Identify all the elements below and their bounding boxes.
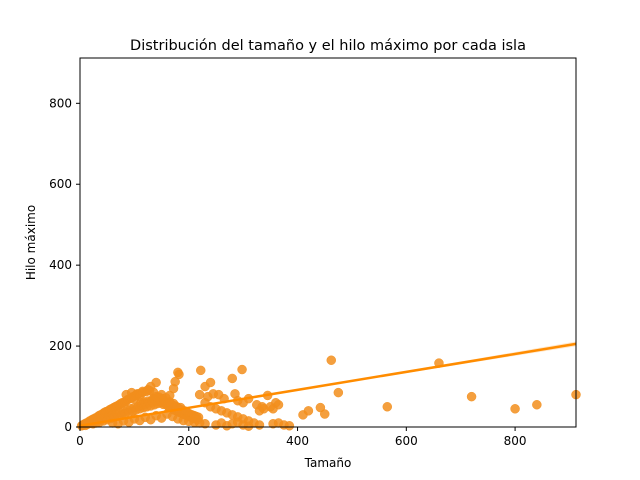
data-point — [333, 387, 344, 398]
data-point — [243, 421, 254, 431]
data-point — [254, 420, 265, 430]
x-axis-label: Tamaño — [304, 456, 352, 470]
y-tick-label: 600 — [49, 177, 72, 191]
data-point — [135, 391, 145, 401]
data-point — [237, 364, 247, 375]
data-point — [382, 402, 393, 412]
data-point — [466, 391, 477, 402]
x-tick-label: 400 — [286, 434, 309, 448]
data-point — [273, 399, 284, 410]
regression-line — [79, 342, 577, 428]
x-tick-label: 0 — [76, 434, 84, 448]
chart-title: Distribución del tamaño y el hilo máximo… — [130, 38, 526, 54]
y-axis-ticks: 0 200 400 600 800 — [49, 96, 80, 434]
data-point — [326, 355, 337, 365]
x-tick-label: 800 — [504, 434, 527, 448]
y-tick-label: 400 — [49, 258, 72, 272]
y-tick-label: 0 — [64, 420, 72, 434]
data-point — [200, 419, 210, 429]
y-axis-label: Hilo máximo — [24, 205, 38, 280]
data-point — [284, 421, 295, 431]
data-point — [151, 377, 161, 388]
y-tick-label: 800 — [49, 96, 72, 110]
scatter-points — [76, 355, 581, 431]
data-point — [173, 367, 183, 378]
data-point — [195, 365, 206, 376]
data-point — [265, 402, 276, 412]
data-point — [532, 399, 542, 410]
plot-frame — [79, 57, 577, 428]
data-point — [303, 406, 314, 416]
data-point — [227, 373, 238, 384]
data-point — [319, 409, 330, 419]
y-tick-label: 200 — [49, 339, 72, 353]
regression-line-group — [79, 342, 577, 428]
x-tick-label: 600 — [395, 434, 418, 448]
data-point — [205, 377, 216, 388]
x-axis-ticks: 0 200 400 600 800 — [76, 427, 527, 448]
data-point — [156, 389, 167, 400]
data-point — [194, 389, 205, 400]
data-point — [510, 404, 520, 414]
x-tick-label: 200 — [177, 434, 200, 448]
